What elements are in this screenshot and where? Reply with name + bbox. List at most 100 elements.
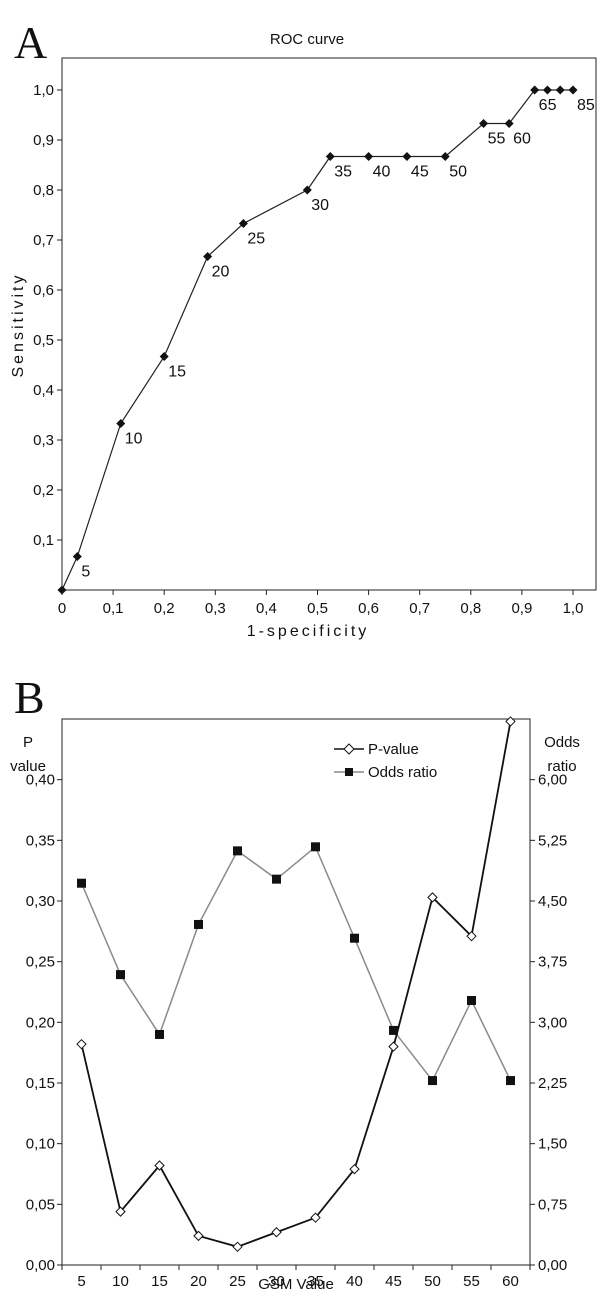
odds-ratio-point bbox=[155, 1029, 164, 1039]
p-value-line bbox=[80, 721, 512, 1248]
gsm-x-tick-label: 50 bbox=[424, 1273, 441, 1290]
roc-point bbox=[72, 552, 82, 561]
p-value-point bbox=[154, 1160, 165, 1171]
panel-b-gsm-chart: B P value Odds ratio 0,00 0,05 0,10 0,15 0,2… bbox=[10, 672, 580, 1293]
roc-point-labels: 5 10 15 20 25 30 35 40 45 50 55 60 65 85 bbox=[81, 97, 595, 581]
odds-ratio-line bbox=[80, 845, 512, 1082]
roc-x-tick-label: 0,4 bbox=[256, 600, 277, 617]
p-value-point bbox=[505, 716, 516, 727]
left-axis-label-line1: P bbox=[23, 734, 33, 751]
roc-y-tick-label: 0,5 bbox=[33, 332, 54, 349]
gsm-legend: P-value Odds ratio bbox=[334, 741, 437, 781]
roc-x-tick-label: 0,1 bbox=[103, 600, 124, 617]
roc-x-tick-label: 0,8 bbox=[460, 600, 481, 617]
right-y-tick-label: 6,00 bbox=[538, 772, 567, 789]
roc-x-tick-label: 0 bbox=[58, 600, 66, 617]
right-y-tick-label: 3,75 bbox=[538, 954, 567, 971]
roc-x-tick-label: 0,5 bbox=[307, 600, 328, 617]
p-value-point bbox=[271, 1227, 282, 1238]
roc-point-label: 60 bbox=[513, 131, 531, 148]
roc-y-tick-label: 0,3 bbox=[33, 432, 54, 449]
left-y-tick-label: 0,25 bbox=[26, 954, 55, 971]
roc-point-label: 25 bbox=[247, 231, 265, 248]
p-value-point bbox=[193, 1230, 204, 1242]
roc-point bbox=[542, 85, 552, 95]
roc-y-ticks: 0,1 0,2 0,3 0,4 0,5 0,6 0,7 0,8 0,9 1,0 bbox=[33, 82, 62, 549]
p-value-series bbox=[76, 716, 516, 1253]
gsm-x-tick-label: 55 bbox=[463, 1273, 480, 1290]
roc-x-tick-label: 0,7 bbox=[409, 600, 430, 617]
roc-point bbox=[238, 219, 248, 228]
roc-x-tick-label: 1,0 bbox=[563, 600, 584, 617]
roc-point bbox=[568, 85, 578, 95]
p-value-point bbox=[115, 1206, 126, 1217]
left-y-tick-label: 0,15 bbox=[26, 1075, 55, 1092]
p-value-point bbox=[388, 1041, 399, 1052]
odds-ratio-point bbox=[272, 874, 281, 884]
right-y-tick-label: 2,25 bbox=[538, 1075, 567, 1092]
left-y-tick-label: 0,10 bbox=[26, 1136, 55, 1153]
odds-ratio-point bbox=[467, 995, 476, 1005]
roc-x-tick-label: 0,9 bbox=[511, 600, 532, 617]
roc-x-ticks: 0 0,1 0,2 0,3 0,4 0,5 0,6 0,7 0,8 0,9 1,0 bbox=[58, 590, 584, 617]
gsm-x-tick-label: 45 bbox=[385, 1273, 402, 1290]
roc-y-tick-label: 0,2 bbox=[33, 482, 54, 499]
roc-point-label: 45 bbox=[411, 164, 429, 181]
gsm-x-axis-label: GSM Value bbox=[258, 1276, 334, 1293]
odds-ratio-point bbox=[77, 878, 86, 888]
legend-odds-ratio-label: Odds ratio bbox=[368, 764, 437, 781]
roc-chart-title: ROC curve bbox=[270, 31, 344, 48]
roc-x-tick-label: 0,3 bbox=[205, 600, 226, 617]
roc-point-label: 50 bbox=[449, 164, 467, 181]
left-y-tick-label: 0,35 bbox=[26, 832, 55, 849]
roc-point-label: 40 bbox=[373, 164, 391, 181]
right-y-ticks: 0,00 0,75 1,50 2,25 3,00 3,75 4,50 5,25 6,00 bbox=[530, 772, 567, 1274]
roc-point bbox=[402, 152, 412, 161]
panel-b-letter: B bbox=[14, 672, 45, 723]
legend-odds-ratio-marker bbox=[345, 768, 353, 776]
roc-point-label: 15 bbox=[168, 364, 186, 381]
p-value-point bbox=[349, 1163, 360, 1175]
gsm-x-ticks: 5 10 15 20 25 30 35 40 45 50 55 60 bbox=[61, 1265, 531, 1290]
roc-series-points bbox=[57, 85, 578, 595]
legend-p-value-label: P-value bbox=[368, 741, 419, 758]
left-y-tick-label: 0,05 bbox=[26, 1196, 55, 1213]
p-value-point bbox=[310, 1212, 321, 1223]
gsm-x-tick-label: 25 bbox=[229, 1273, 246, 1290]
panel-a-roc-chart: A ROC curve 0,1 0,2 0,3 0,4 0,5 0,6 0,7 0,8 0,9 1… bbox=[10, 17, 597, 640]
odds-ratio-point bbox=[389, 1025, 398, 1035]
roc-point-label: 30 bbox=[311, 197, 329, 214]
roc-point bbox=[203, 252, 213, 261]
panel-a-letter: A bbox=[14, 17, 47, 68]
roc-point bbox=[530, 85, 540, 95]
right-axis-label-line1: Odds bbox=[544, 734, 580, 751]
right-y-tick-label: 0,00 bbox=[538, 1257, 567, 1274]
left-y-tick-label: 0,00 bbox=[26, 1257, 55, 1274]
roc-point-label: 55 bbox=[488, 131, 506, 148]
odds-ratio-point bbox=[506, 1076, 515, 1086]
gsm-x-tick-label: 35 bbox=[307, 1273, 324, 1290]
roc-y-tick-label: 0,4 bbox=[33, 382, 54, 399]
roc-point-label: 10 bbox=[125, 431, 143, 448]
roc-x-tick-label: 0,2 bbox=[154, 600, 175, 617]
roc-line bbox=[61, 89, 573, 591]
roc-series-line bbox=[61, 89, 573, 591]
roc-point-label: 20 bbox=[212, 264, 230, 281]
odds-ratio-point bbox=[116, 970, 125, 980]
roc-plot-frame bbox=[61, 57, 597, 591]
odds-ratio-point bbox=[350, 933, 359, 943]
gsm-x-tick-label: 10 bbox=[112, 1273, 129, 1290]
gsm-x-tick-label: 60 bbox=[502, 1273, 519, 1290]
right-y-tick-label: 3,00 bbox=[538, 1014, 567, 1031]
right-y-tick-label: 1,50 bbox=[538, 1136, 567, 1153]
roc-point bbox=[159, 352, 169, 361]
odds-ratio-point bbox=[233, 846, 242, 856]
roc-point-label: 65 bbox=[539, 97, 557, 114]
roc-point bbox=[302, 185, 312, 195]
odds-ratio-point bbox=[194, 919, 203, 929]
roc-point bbox=[479, 119, 489, 128]
p-value-point bbox=[466, 930, 477, 942]
roc-y-tick-label: 0,7 bbox=[33, 232, 54, 249]
legend-p-value-marker bbox=[343, 743, 355, 755]
